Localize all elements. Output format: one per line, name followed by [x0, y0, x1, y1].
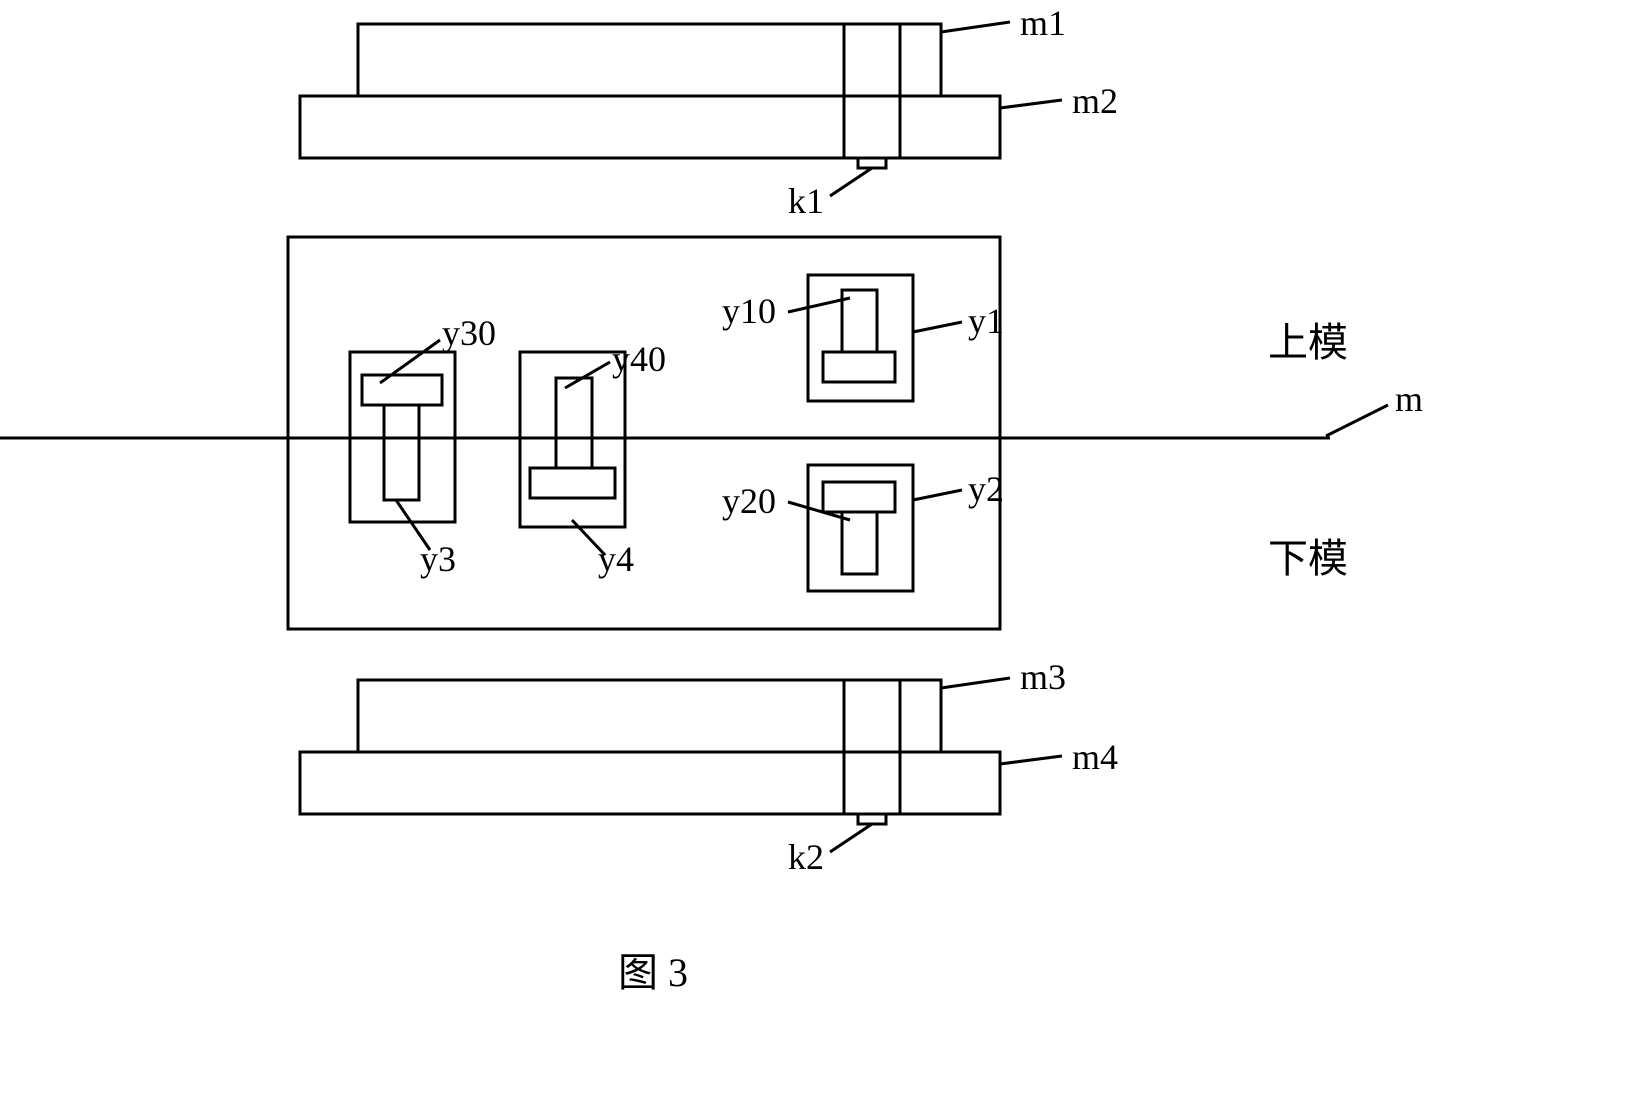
rect-m4	[300, 752, 1000, 814]
t-y30-stem	[384, 405, 419, 500]
diagram-canvas	[0, 0, 1642, 1108]
label-k2: k2	[788, 836, 824, 878]
figure-caption: 图 3	[618, 940, 688, 998]
label-k1: k1	[788, 180, 824, 222]
label-m3: m3	[1020, 656, 1066, 698]
rect-m2	[300, 96, 1000, 158]
label-upper-die: 上模	[1268, 310, 1348, 368]
t-y10-head	[823, 352, 895, 382]
leader-m4	[1000, 756, 1062, 764]
label-m4: m4	[1072, 736, 1118, 778]
label-y40: y40	[612, 338, 666, 380]
label-y20: y20	[722, 480, 776, 522]
label-y2: y2	[968, 468, 1004, 510]
t-y40-head	[530, 468, 615, 498]
leader-m	[1326, 405, 1388, 436]
leader-y1	[913, 322, 962, 332]
t-y30-head	[362, 375, 442, 405]
leader-y2	[913, 490, 962, 500]
leader-y30	[380, 340, 440, 383]
rect-m3	[358, 680, 941, 752]
label-y10: y10	[722, 290, 776, 332]
leader-m2	[1000, 100, 1062, 108]
label-lower-die: 下模	[1268, 526, 1348, 584]
rect-middle	[288, 237, 1000, 629]
t-y20-stem	[842, 512, 877, 574]
label-y1: y1	[968, 300, 1004, 342]
leader-k1	[830, 168, 872, 196]
label-m1: m1	[1020, 2, 1066, 44]
rect-m1	[358, 24, 941, 96]
leader-k2	[830, 824, 872, 852]
label-m2: m2	[1072, 80, 1118, 122]
label-y3: y3	[420, 538, 456, 580]
label-m: m	[1395, 378, 1423, 420]
leader-m1	[941, 22, 1010, 32]
t-y40-stem	[556, 378, 592, 468]
leader-m3	[941, 678, 1010, 688]
label-y4: y4	[598, 538, 634, 580]
leader-y40	[565, 362, 610, 388]
t-y20-head	[823, 482, 895, 512]
label-y30: y30	[442, 312, 496, 354]
